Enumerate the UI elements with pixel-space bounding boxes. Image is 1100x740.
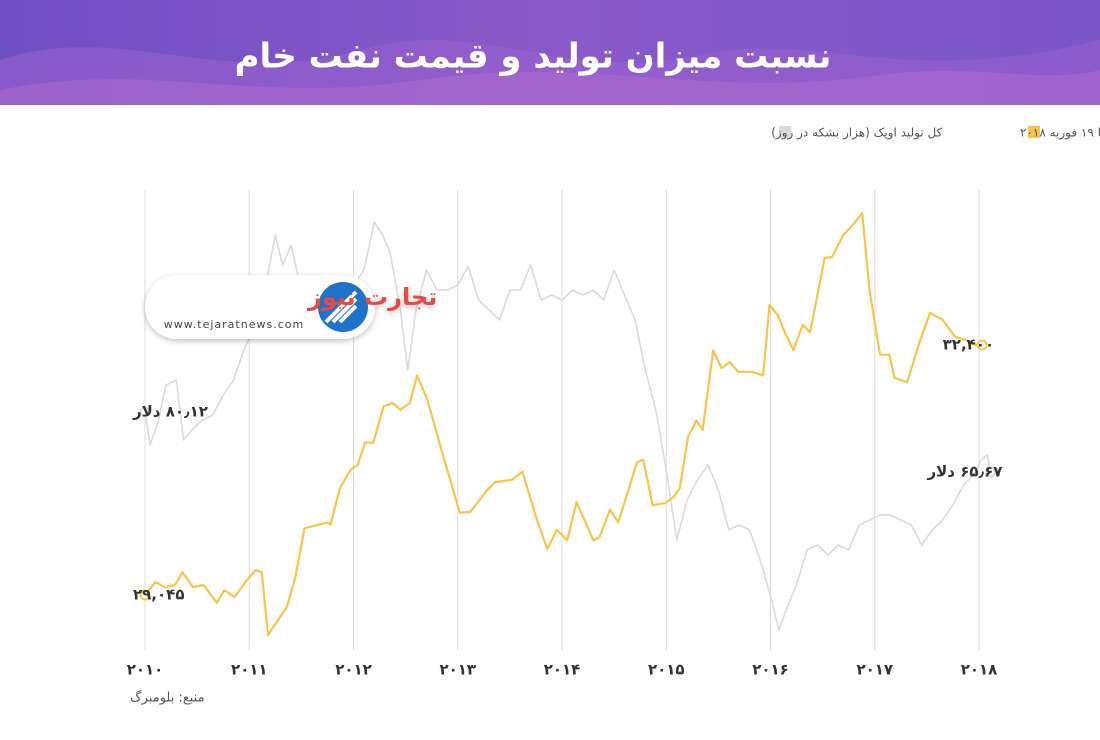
logo-url: www.tejaratnews.com bbox=[164, 318, 304, 331]
x-tick-label: ۲۰۱۶ bbox=[752, 661, 789, 679]
series-line bbox=[144, 221, 992, 631]
x-tick-label: ۲۰۱۰ bbox=[127, 661, 164, 679]
header-wave bbox=[0, 39, 1100, 106]
header-wave bbox=[0, 70, 1100, 105]
logo-icon-stripes bbox=[324, 290, 358, 324]
series-line bbox=[144, 212, 983, 636]
x-tick-label: ۲۰۱۸ bbox=[961, 661, 998, 679]
logo: تجارت نیوز www.tejaratnews.com bbox=[145, 275, 437, 339]
x-tick-label: ۲۰۱۳ bbox=[439, 661, 476, 679]
x-tick-label: ۲۰۱۵ bbox=[648, 661, 685, 679]
legend-label: کل تولید اوپک (هزار بشکه در روز) bbox=[771, 126, 942, 141]
x-tick-label: ۲۰۱۲ bbox=[335, 661, 372, 679]
end-point bbox=[976, 339, 988, 351]
logo-badge bbox=[145, 275, 375, 339]
end-point bbox=[139, 589, 151, 601]
logo-name: تجارت نیوز bbox=[307, 283, 437, 311]
source: منبع: بلومبرگ bbox=[130, 689, 205, 706]
legend-swatch bbox=[1028, 126, 1040, 138]
header: نسبت میزان تولید و قیمت نفت خام bbox=[0, 0, 1100, 106]
end-point bbox=[984, 466, 996, 478]
value-label: ۳۲,۴۰۰ bbox=[943, 335, 994, 353]
value-label: ۲۹,۰۴۵ bbox=[133, 586, 184, 604]
legend-swatch bbox=[779, 126, 792, 138]
value-label: ۶۵٫۶۷ دلار bbox=[926, 463, 1002, 481]
value-label: ۸۰٫۱۲ دلار bbox=[132, 403, 208, 421]
legend-label: قیمت نفت خام برنت تا ۱۹ فوریه ۲۰۱۸ bbox=[1020, 126, 1100, 141]
x-tick-label: ۲۰۱۴ bbox=[544, 661, 581, 679]
x-tick-label: ۲۰۱۷ bbox=[856, 661, 893, 679]
x-tick-label: ۲۰۱۱ bbox=[231, 661, 268, 679]
chart-title: نسبت میزان تولید و قیمت نفت خام bbox=[235, 37, 832, 77]
end-point bbox=[139, 406, 151, 418]
